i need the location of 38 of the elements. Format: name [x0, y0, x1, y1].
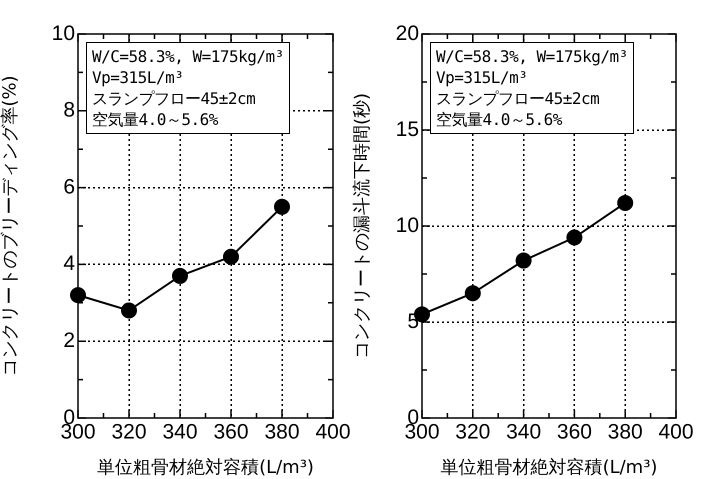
x-tick-label: 360: [213, 420, 249, 444]
annotation: 空気量4.0～5.6%: [436, 109, 564, 130]
x-tick-label: 340: [506, 420, 542, 444]
x-tick-label: 380: [264, 420, 300, 444]
point: [566, 230, 582, 246]
y-tick-label: 10: [52, 22, 75, 45]
y-tick-label: 6: [63, 175, 75, 198]
point: [516, 252, 532, 269]
y-tick-label: 15: [396, 118, 419, 141]
y-axis-title: コンクリートのブリーディング率(%): [0, 75, 20, 377]
y-tick-label: 20: [396, 22, 419, 45]
point: [223, 248, 239, 265]
x-tick-label: 320: [455, 420, 490, 444]
x-tick-label: 400: [658, 420, 694, 444]
point: [121, 302, 137, 318]
x-axis-title: 単位粗骨材絶対容積(L/m³): [440, 456, 658, 478]
point: [274, 198, 290, 215]
annotation: Vp=315L/m³: [436, 67, 528, 88]
y-tick-label: 4: [63, 252, 76, 276]
x-tick-label: 320: [111, 420, 147, 444]
annotation: スランプフロー45±2cm: [92, 88, 256, 109]
x-tick-label: 400: [315, 420, 351, 444]
y-tick-label: 10: [396, 214, 419, 237]
x-tick-label: 360: [556, 420, 592, 444]
y-tick-label: 2: [63, 328, 75, 352]
annotation: W/C=58.3%, W=175kg/m³: [92, 46, 284, 67]
point: [617, 194, 634, 211]
annotation: W/C=58.3%, W=175kg/m³: [436, 46, 628, 67]
x-tick-label: 380: [608, 420, 643, 444]
annotation: Vp=315L/m³: [92, 67, 184, 88]
annotation: スランプフロー45±2cm: [436, 88, 600, 109]
y-tick-label: 8: [63, 98, 75, 122]
x-axis-title: 単位粗骨材絶対容積(L/m³): [97, 456, 314, 478]
point: [464, 285, 481, 302]
x-tick-label: 340: [162, 420, 198, 444]
point: [172, 268, 188, 284]
annotation: 空気量4.0～5.6%: [92, 109, 220, 130]
y-axis-title: コンクリートの漏斗流下時間(秒): [351, 92, 372, 360]
